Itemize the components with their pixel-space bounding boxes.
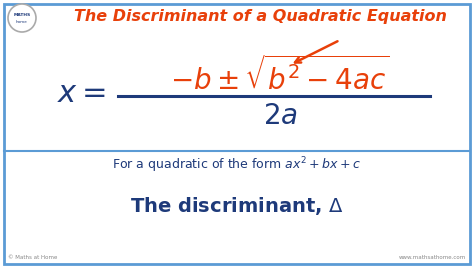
Text: $2a$: $2a$	[263, 102, 297, 130]
Text: The Discriminant of a Quadratic Equation: The Discriminant of a Quadratic Equation	[73, 9, 447, 24]
Text: © Maths at Home: © Maths at Home	[8, 255, 57, 260]
Text: MATHS: MATHS	[13, 13, 31, 17]
Circle shape	[8, 4, 36, 32]
Text: For a quadratic of the form $ax^2 + bx + c$: For a quadratic of the form $ax^2 + bx +…	[112, 155, 362, 175]
Text: www.mathsathome.com: www.mathsathome.com	[399, 255, 466, 260]
Text: home: home	[16, 20, 28, 24]
Text: $-b \pm \sqrt{b^2-4ac}$: $-b \pm \sqrt{b^2-4ac}$	[170, 56, 390, 96]
Text: The discriminant, $\Delta$: The discriminant, $\Delta$	[130, 195, 344, 217]
Text: $x =$: $x =$	[57, 79, 107, 107]
